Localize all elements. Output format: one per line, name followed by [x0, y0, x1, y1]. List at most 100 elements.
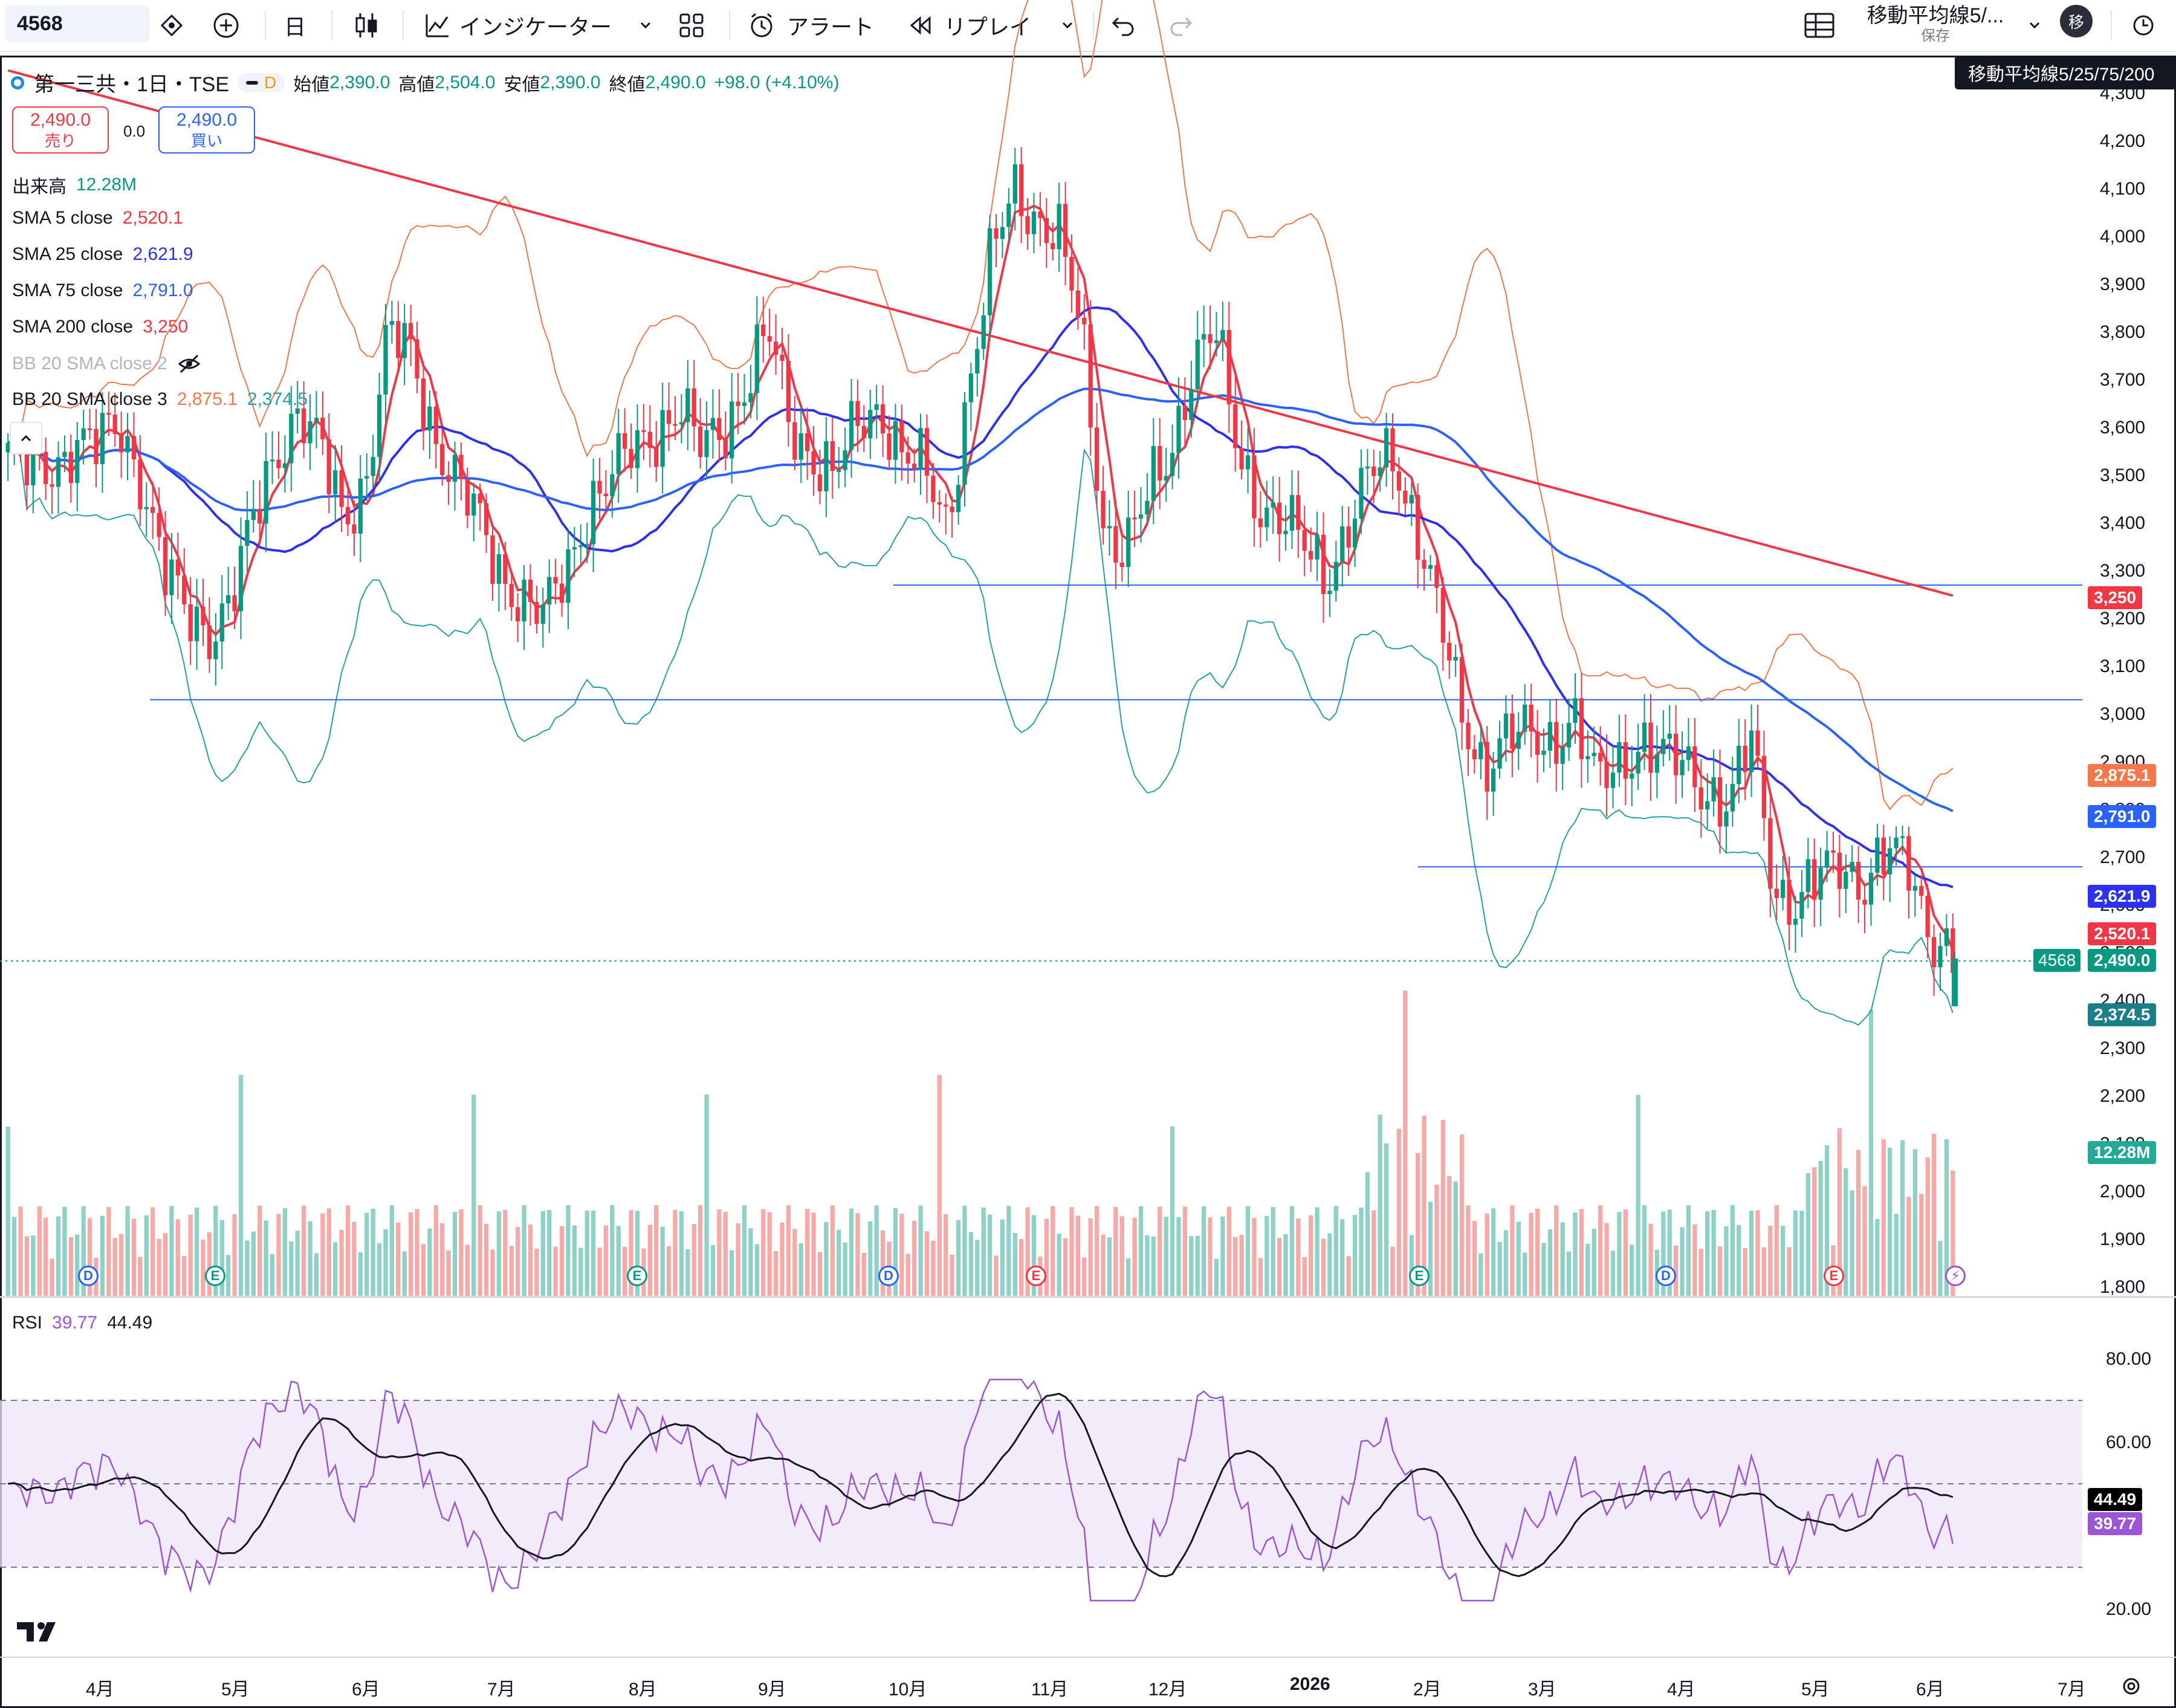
earnings-marker[interactable]: E	[627, 1266, 647, 1286]
layout-grid-button[interactable]	[1804, 7, 1835, 44]
candle-body	[1057, 204, 1061, 250]
candle-body	[566, 549, 571, 603]
volume-bar	[1749, 1211, 1754, 1296]
bb-lower-price-tag: 2,374.5	[2088, 1003, 2157, 1026]
volume-bar	[364, 1212, 369, 1296]
earnings-marker[interactable]: E	[1824, 1266, 1844, 1286]
candle-body	[421, 378, 426, 431]
price-axis-label: 3,900	[2100, 274, 2146, 294]
candle-body	[1805, 859, 1810, 892]
layouts-button[interactable]	[678, 7, 705, 44]
candle-body	[1768, 818, 1773, 889]
candle-body	[151, 506, 155, 513]
candle-body	[1044, 218, 1049, 244]
dividend-marker[interactable]: D	[878, 1266, 899, 1286]
add-symbol-button[interactable]	[212, 7, 241, 44]
avatar[interactable]: 移	[2060, 5, 2093, 37]
replay-label: リプレイ	[944, 15, 1032, 39]
candle-body	[956, 485, 961, 513]
candle-body	[1352, 519, 1358, 548]
sell-button[interactable]: 2,490.0 売り	[12, 106, 109, 154]
candle-body	[1189, 389, 1194, 420]
price-axis-label: 3,600	[2100, 418, 2146, 438]
candle-body	[1403, 490, 1408, 504]
legend-sma75[interactable]: SMA 75 close 2,791.0	[12, 280, 193, 301]
volume-bar	[1768, 1225, 1773, 1296]
volume-bar	[138, 1257, 143, 1296]
layout-save-button[interactable]: 移動平均線5/... 保存	[1857, 4, 2014, 48]
replay-button[interactable]: リプレイ	[907, 7, 1076, 44]
candle-body	[194, 606, 199, 641]
last-candle-body	[1952, 958, 1958, 1006]
volume-bar	[1428, 1202, 1433, 1296]
candle-body	[742, 402, 747, 406]
candle-body	[1824, 850, 1830, 868]
buy-button[interactable]: 2,490.0 買い	[158, 106, 255, 154]
quick-search-button[interactable]	[2130, 7, 2159, 44]
legend-sma5[interactable]: SMA 5 close 2,520.1	[12, 208, 183, 228]
candle-body	[1925, 896, 1930, 937]
volume-bar	[1906, 1197, 1911, 1296]
candle-body	[1428, 564, 1433, 569]
price-axis-label: 2,300	[2100, 1038, 2146, 1058]
candle-body	[1566, 722, 1572, 748]
volume-bar	[320, 1213, 325, 1296]
dividend-marker[interactable]: D	[1656, 1266, 1676, 1286]
candle-body	[1831, 850, 1836, 853]
eye-off-icon[interactable]	[177, 353, 201, 375]
volume-bar	[1000, 1219, 1005, 1296]
legend-sma200[interactable]: SMA 200 close 3,250	[12, 317, 188, 337]
candle-body	[1006, 203, 1011, 227]
candle-body	[1233, 404, 1238, 448]
candle-body	[1384, 428, 1389, 468]
dividend-marker[interactable]: D	[78, 1266, 99, 1286]
layout-menu-button[interactable]	[2026, 7, 2043, 44]
volume-bar	[1202, 1206, 1206, 1296]
candle-body	[1743, 745, 1747, 772]
lightning-icon[interactable]: ⚡	[1945, 1266, 1966, 1286]
data-status-badge[interactable]: D	[238, 73, 285, 92]
earnings-marker[interactable]: E	[205, 1266, 225, 1286]
volume-bar	[1604, 1223, 1609, 1296]
gear-icon[interactable]	[2119, 1674, 2143, 1698]
redo-button[interactable]	[1168, 7, 1194, 44]
volume-value: 12.28M	[76, 175, 137, 195]
volume-bar	[1182, 1206, 1188, 1296]
candle-body	[138, 459, 143, 509]
chart-area[interactable]	[0, 56, 2176, 1708]
volume-bar	[987, 1214, 992, 1296]
rsi-legend[interactable]: RSI 39.77 44.49	[12, 1313, 152, 1333]
volume-bar	[1535, 1208, 1540, 1296]
earnings-marker[interactable]: E	[1409, 1266, 1430, 1286]
collapse-legend-button[interactable]	[10, 422, 42, 454]
candle-body	[50, 484, 54, 487]
earnings-marker[interactable]: E	[1026, 1266, 1046, 1286]
legend-volume[interactable]: 出来高 12.28M	[12, 172, 137, 198]
candle-body	[1485, 742, 1489, 792]
time-axis-label: 4月	[1667, 1680, 1695, 1700]
last-price-tag: 2,490.0	[2088, 949, 2157, 972]
symbol-search[interactable]: 4568	[5, 5, 150, 42]
volume-bar	[1516, 1221, 1521, 1296]
low-value: 2,390.0	[540, 72, 601, 92]
legend-bb2[interactable]: BB 20 SMA close 2	[12, 353, 201, 375]
candle-body	[270, 459, 275, 462]
tradingview-logo[interactable]	[16, 1620, 63, 1644]
legend-bb3[interactable]: BB 20 SMA close 3 2,875.1 2,374.5	[12, 389, 308, 410]
volume-bar	[880, 1230, 886, 1296]
candle-body	[704, 430, 709, 458]
volume-bar	[824, 1221, 829, 1296]
sma75-price-tag: 2,791.0	[2088, 805, 2157, 828]
undo-button[interactable]	[1110, 7, 1136, 44]
interval-button[interactable]: 日	[284, 7, 306, 44]
indicators-button[interactable]: インジケーター	[423, 7, 654, 44]
volume-bar	[371, 1208, 375, 1296]
candle-body	[1661, 739, 1666, 754]
chart-type-button[interactable]	[353, 7, 380, 44]
candle-body	[245, 520, 250, 546]
compare-button[interactable]	[158, 7, 185, 44]
legend-sma25[interactable]: SMA 25 close 2,621.9	[12, 244, 193, 265]
volume-bar	[968, 1232, 974, 1296]
alert-button[interactable]: アラート	[747, 7, 874, 44]
